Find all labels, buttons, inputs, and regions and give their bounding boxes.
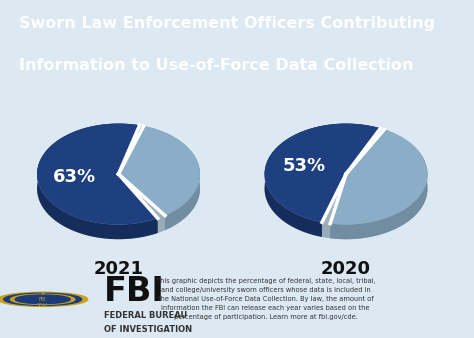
Polygon shape (118, 126, 200, 216)
Text: This graphic depicts the percentage of federal, state, local, tribal,
and colleg: This graphic depicts the percentage of f… (155, 278, 375, 320)
Text: 63%: 63% (53, 168, 96, 186)
Text: FEDERAL BUREAU: FEDERAL BUREAU (104, 311, 188, 320)
Ellipse shape (264, 124, 428, 224)
Polygon shape (37, 124, 158, 239)
Polygon shape (144, 126, 200, 230)
Circle shape (4, 293, 82, 306)
Ellipse shape (264, 133, 428, 234)
Polygon shape (264, 124, 381, 222)
Ellipse shape (37, 129, 200, 230)
Text: Information to Use-of-Force Data Collection: Information to Use-of-Force Data Collect… (19, 58, 413, 73)
Polygon shape (330, 129, 428, 239)
Ellipse shape (37, 125, 200, 226)
Ellipse shape (264, 125, 428, 226)
Ellipse shape (264, 137, 428, 238)
Text: 53%: 53% (283, 157, 326, 175)
Ellipse shape (37, 133, 200, 234)
Text: FBI: FBI (104, 275, 165, 308)
Ellipse shape (264, 136, 428, 237)
Ellipse shape (264, 129, 428, 230)
Text: OF INVESTIGATION: OF INVESTIGATION (104, 324, 192, 334)
Ellipse shape (37, 130, 200, 231)
Polygon shape (264, 124, 381, 237)
Ellipse shape (264, 138, 428, 239)
Text: 2021: 2021 (93, 260, 144, 277)
Ellipse shape (37, 136, 200, 237)
Text: Sworn Law Enforcement Officers Contributing: Sworn Law Enforcement Officers Contribut… (19, 16, 435, 31)
Ellipse shape (37, 134, 200, 235)
Text: 2020: 2020 (321, 260, 371, 277)
Ellipse shape (264, 134, 428, 235)
Circle shape (10, 294, 75, 305)
Ellipse shape (37, 124, 200, 224)
Ellipse shape (37, 137, 200, 238)
Polygon shape (37, 124, 158, 224)
Ellipse shape (264, 131, 428, 233)
Circle shape (0, 292, 88, 306)
Polygon shape (264, 124, 428, 239)
Ellipse shape (37, 127, 200, 228)
Circle shape (15, 295, 70, 304)
Ellipse shape (37, 138, 200, 239)
Text: ★
FBI
SEAL: ★ FBI SEAL (36, 291, 49, 308)
Ellipse shape (264, 130, 428, 231)
Polygon shape (330, 129, 428, 224)
Ellipse shape (264, 126, 428, 227)
Ellipse shape (264, 127, 428, 228)
Ellipse shape (37, 131, 200, 233)
Ellipse shape (37, 126, 200, 227)
Polygon shape (37, 124, 200, 239)
